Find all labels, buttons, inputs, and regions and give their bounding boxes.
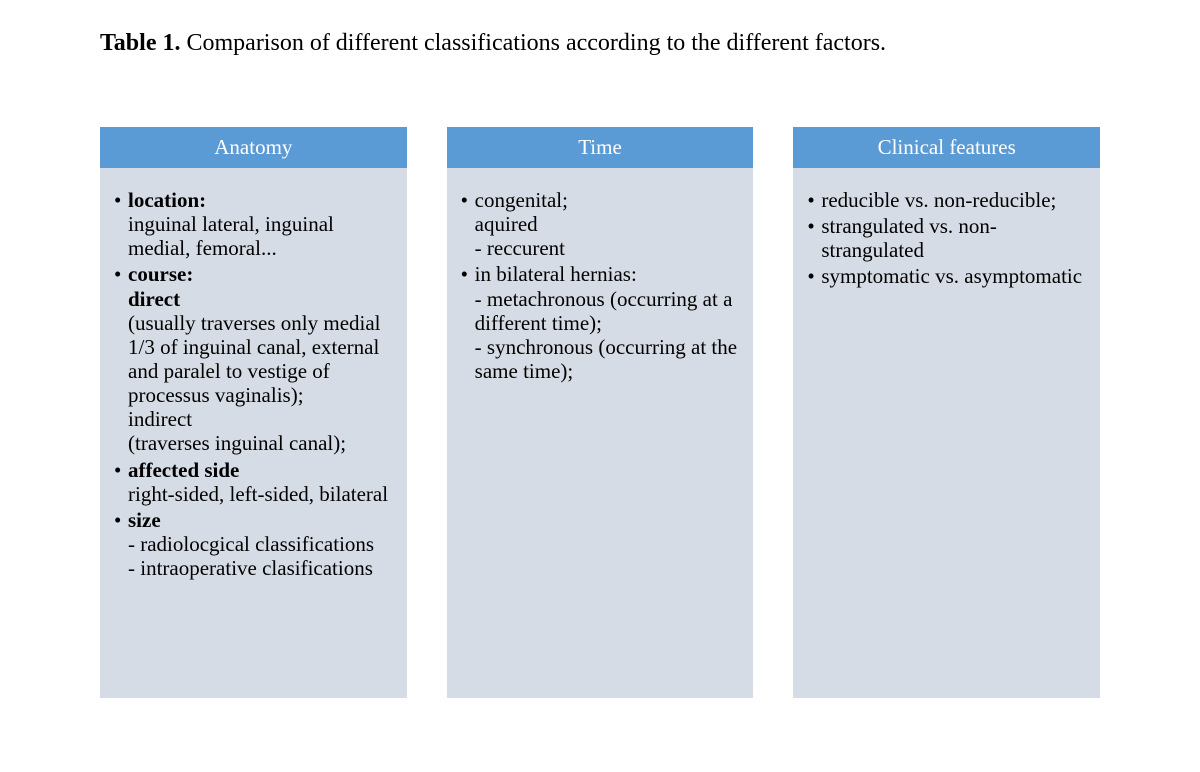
list-item: •congenital;aquired- reccurent bbox=[461, 188, 744, 260]
list-item: •strangulated vs. non-strangulated bbox=[807, 214, 1090, 262]
bullet-icon: • bbox=[114, 262, 128, 286]
item-line: inguinal lateral, inguinal medial, femor… bbox=[128, 212, 334, 260]
bullet-icon: • bbox=[807, 214, 821, 238]
column-header: Time bbox=[447, 127, 754, 168]
columns-container: Anatomy•location:inguinal lateral, ingui… bbox=[100, 127, 1100, 698]
column-body: •congenital;aquired- reccurent•in bilate… bbox=[447, 168, 754, 698]
bullet-icon: • bbox=[807, 188, 821, 212]
column-body: •location:inguinal lateral, inguinal med… bbox=[100, 168, 407, 698]
item-text: congenital;aquired- reccurent bbox=[475, 188, 744, 260]
bullet-icon: • bbox=[114, 188, 128, 212]
bullet-icon: • bbox=[461, 262, 475, 286]
item-line: right-sided, left-sided, bilateral bbox=[128, 482, 388, 506]
item-line: - intraoperative clasifications bbox=[128, 556, 373, 580]
item-text: location:inguinal lateral, inguinal medi… bbox=[128, 188, 397, 260]
bullet-icon: • bbox=[114, 508, 128, 532]
column-1: Time•congenital;aquired- reccurent•in bi… bbox=[447, 127, 754, 698]
item-text: in bilateral hernias:- metachronous (occ… bbox=[475, 262, 744, 383]
column-2: Clinical features•reducible vs. non-redu… bbox=[793, 127, 1100, 698]
item-line: strangulated vs. non-strangulated bbox=[821, 214, 997, 262]
item-label: affected side bbox=[128, 458, 239, 482]
item-text: course:direct(usually traverses only med… bbox=[128, 262, 397, 455]
item-line: aquired bbox=[475, 212, 538, 236]
item-line: indirect bbox=[128, 407, 192, 431]
list-item: •size- radiolocgical classifications- in… bbox=[114, 508, 397, 580]
item-label: course: bbox=[128, 262, 193, 286]
item-line: in bilateral hernias: bbox=[475, 262, 637, 286]
item-text: affected sideright-sided, left-sided, bi… bbox=[128, 458, 397, 506]
bullet-icon: • bbox=[461, 188, 475, 212]
item-text: symptomatic vs. asymptomatic bbox=[821, 264, 1090, 288]
item-line: - reccurent bbox=[475, 236, 565, 260]
column-body: •reducible vs. non-reducible;•strangulat… bbox=[793, 168, 1100, 698]
item-text: reducible vs. non-reducible; bbox=[821, 188, 1090, 212]
list-item: •affected sideright-sided, left-sided, b… bbox=[114, 458, 397, 506]
item-line: (traverses inguinal canal); bbox=[128, 431, 346, 455]
caption-rest: Comparison of different classifications … bbox=[180, 30, 886, 56]
item-line: - synchronous (occurring at the same tim… bbox=[475, 335, 737, 383]
table-caption: Table 1. Comparison of different classif… bbox=[100, 30, 1100, 57]
column-0: Anatomy•location:inguinal lateral, ingui… bbox=[100, 127, 407, 698]
item-line: (usually traverses only medial 1/3 of in… bbox=[128, 311, 381, 407]
item-line: direct bbox=[128, 287, 180, 311]
item-line: symptomatic vs. asymptomatic bbox=[821, 264, 1082, 288]
item-label: location: bbox=[128, 188, 206, 212]
list-item: •in bilateral hernias:- metachronous (oc… bbox=[461, 262, 744, 383]
item-label: size bbox=[128, 508, 161, 532]
item-line: reducible vs. non-reducible; bbox=[821, 188, 1056, 212]
bullet-icon: • bbox=[807, 264, 821, 288]
caption-bold: Table 1. bbox=[100, 30, 180, 56]
bullet-icon: • bbox=[114, 458, 128, 482]
list-item: •reducible vs. non-reducible; bbox=[807, 188, 1090, 212]
item-line: - radiolocgical classifications bbox=[128, 532, 374, 556]
list-item: •symptomatic vs. asymptomatic bbox=[807, 264, 1090, 288]
item-line: - metachronous (occurring at a different… bbox=[475, 287, 733, 335]
column-header: Clinical features bbox=[793, 127, 1100, 168]
item-text: size- radiolocgical classifications- int… bbox=[128, 508, 397, 580]
list-item: •location:inguinal lateral, inguinal med… bbox=[114, 188, 397, 260]
column-header: Anatomy bbox=[100, 127, 407, 168]
item-line: congenital; bbox=[475, 188, 568, 212]
list-item: •course:direct(usually traverses only me… bbox=[114, 262, 397, 455]
item-text: strangulated vs. non-strangulated bbox=[821, 214, 1090, 262]
